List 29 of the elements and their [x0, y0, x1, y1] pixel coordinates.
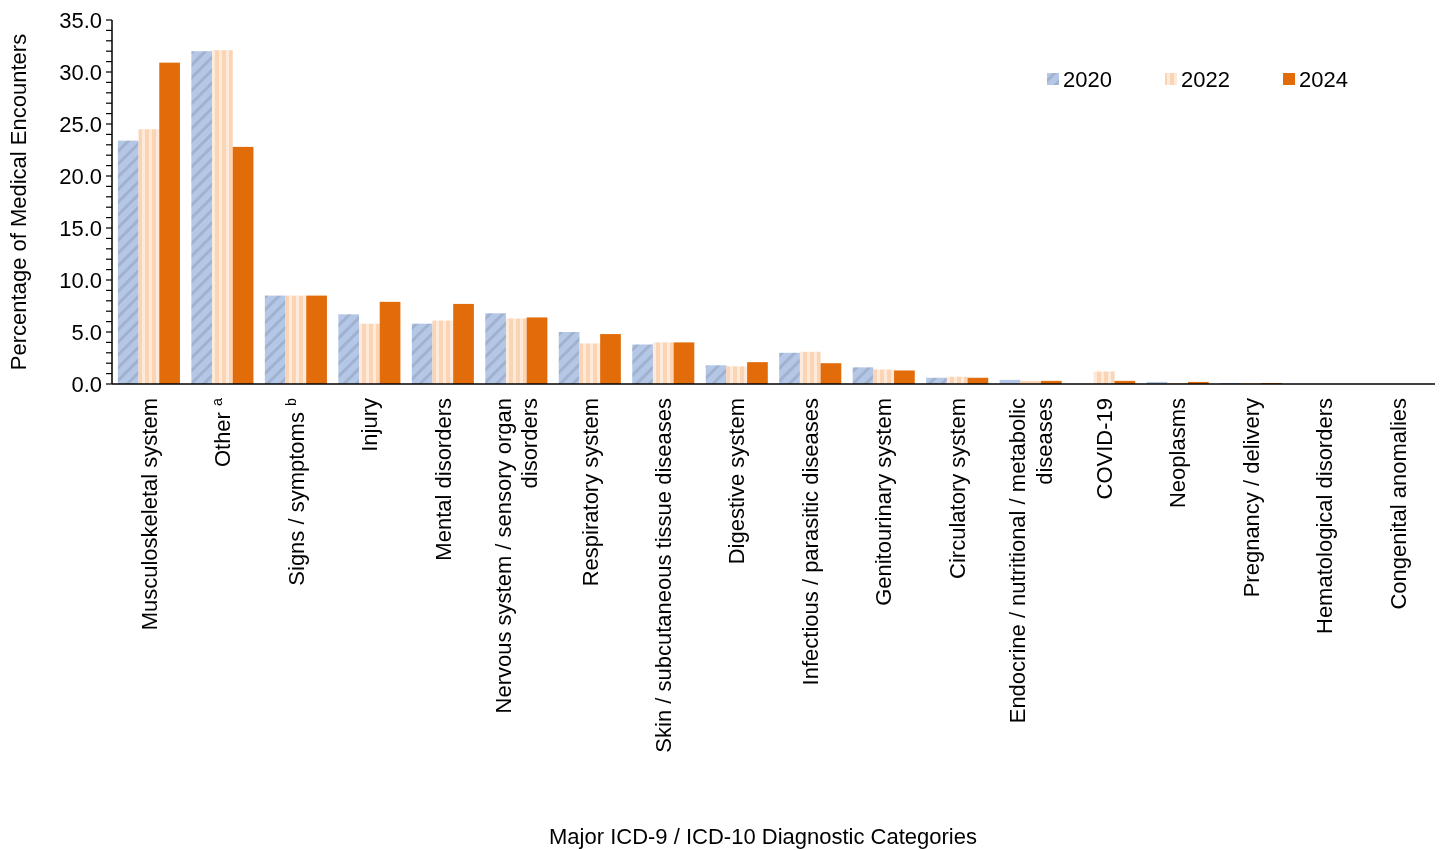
y-tick-label: 30.0 — [59, 59, 102, 85]
x-tick-label: Neoplasms — [1165, 398, 1191, 509]
x-tick-label: Circulatory system — [944, 398, 970, 579]
y-tick-label: 20.0 — [59, 163, 102, 189]
y-tick-label: 15.0 — [59, 215, 102, 241]
y-tick-label: 0.0 — [71, 371, 102, 397]
x-tick-label: Digestive system — [724, 398, 750, 565]
x-tick-label: Hematological disorders — [1312, 398, 1338, 634]
y-tick-label: 25.0 — [59, 111, 102, 137]
x-tick-label: Pregnancy / delivery — [1238, 398, 1264, 598]
x-tick-label: Injury — [357, 398, 383, 452]
x-axis-title: Major ICD-9 / ICD-10 Diagnostic Categories — [549, 824, 977, 849]
x-tick-label: Skin / subcutaneous tissue diseases — [650, 398, 676, 753]
x-tick-label: Respiratory system — [577, 398, 603, 587]
x-tick-label: Genitourinary system — [871, 398, 897, 606]
legend-label: 2022 — [1181, 66, 1230, 92]
x-tick-label: COVID-19 — [1091, 398, 1117, 500]
x-tick-label: Mental disorders — [430, 398, 456, 561]
legend-label: 2024 — [1299, 66, 1348, 92]
x-tick-label: Nervous system / sensory organ disorders — [490, 398, 543, 714]
x-tick-label: Infectious / parasitic diseases — [797, 398, 823, 686]
y-tick-label: 10.0 — [59, 267, 102, 293]
x-tick-label: Endocrine / nutritional / metabolic diseases — [1005, 398, 1057, 724]
legend-label: 2020 — [1063, 66, 1112, 92]
x-tick-label: Musculoskeletal system — [136, 398, 162, 631]
y-tick-label: 35.0 — [59, 7, 102, 33]
y-tick-label: 5.0 — [71, 319, 102, 345]
y-axis-title: Percentage of Medical Encounters — [6, 33, 31, 371]
x-tick-label: Congenital anomalies — [1385, 398, 1411, 610]
